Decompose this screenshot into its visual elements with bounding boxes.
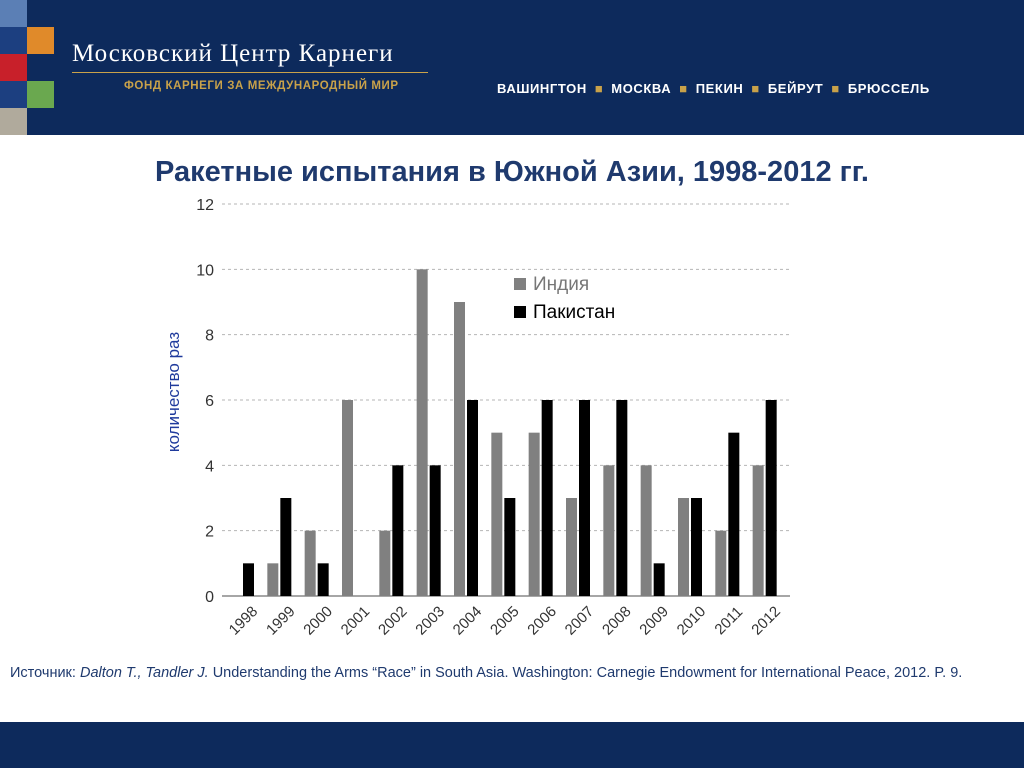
- org-subtitle: ФОНД КАРНЕГИ ЗА МЕЖДУНАРОДНЫЙ МИР: [124, 80, 399, 92]
- bar-Индия-2008: [603, 465, 615, 596]
- x-tick-label: 1999: [263, 603, 299, 639]
- source-note: Источник: Dalton T., Tandler J. Understa…: [10, 663, 1010, 684]
- bar-Индия-2010: [678, 498, 689, 596]
- y-tick-label: 4: [205, 458, 214, 475]
- bar-Пакистан-2012: [765, 400, 777, 596]
- y-axis-label: количество раз: [164, 331, 183, 453]
- bar-Пакистан-1998: [243, 563, 254, 596]
- legend-swatch: [514, 278, 526, 290]
- bar-Пакистан-2000: [317, 563, 329, 596]
- bar-Пакистан-2005: [504, 498, 516, 596]
- bar-Пакистан-2002: [392, 465, 404, 596]
- bar-Пакистан-2007: [579, 400, 590, 596]
- bar-Индия-2011: [715, 530, 727, 596]
- slide-title: Ракетные испытания в Южной Азии, 1998-20…: [155, 156, 869, 188]
- org-title: Московский Центр Карнеги: [72, 40, 394, 67]
- bar-Пакистан-2011: [728, 432, 740, 596]
- x-tick-label: 2008: [599, 603, 635, 639]
- source-text: Understanding the Arms “Race” in South A…: [208, 665, 963, 681]
- y-tick-label: 10: [196, 262, 214, 279]
- bar-Пакистан-1999: [280, 498, 292, 596]
- city-moscow: МОСКВА: [611, 81, 672, 96]
- x-tick-label: 2011: [711, 603, 746, 638]
- bar-Индия-2003: [416, 269, 428, 596]
- city-washington: ВАШИНГТОН: [497, 81, 587, 96]
- y-tick-label: 2: [205, 524, 214, 541]
- x-tick-label: 2005: [487, 603, 523, 639]
- city-beijing: ПЕКИН: [695, 81, 744, 96]
- y-tick-label: 6: [205, 393, 214, 410]
- x-tick-label: 2009: [636, 603, 672, 639]
- bar-Пакистан-2010: [691, 498, 702, 596]
- bar-Индия-2001: [342, 400, 353, 596]
- city-beirut: БЕЙРУТ: [767, 81, 824, 96]
- city-brussels: БРЮССЕЛЬ: [847, 81, 930, 96]
- bar-Пакистан-2009: [653, 563, 665, 596]
- bar-Индия-2000: [304, 530, 316, 596]
- logo-divider: [72, 72, 428, 73]
- bar-Индия-2009: [640, 465, 652, 596]
- x-tick-label: 2006: [524, 603, 560, 639]
- source-authors: Dalton T., Tandler J.: [79, 665, 209, 681]
- y-tick-label: 0: [205, 589, 214, 606]
- x-tick-label: 2004: [450, 603, 486, 639]
- x-tick-label: 2012: [748, 603, 784, 639]
- x-tick-label: 2000: [300, 603, 336, 639]
- legend-label: Индия: [533, 274, 589, 295]
- logo-squares: [0, 0, 56, 135]
- x-tick-label: 1998: [226, 603, 262, 639]
- footer-bar: [0, 722, 1024, 768]
- legend-label: Пакистан: [533, 302, 615, 323]
- y-tick-label: 12: [196, 197, 214, 214]
- x-tick-label: 2003: [412, 603, 448, 639]
- bar-Индия-2004: [454, 302, 465, 596]
- city-list: ВАШИНГТОН ■ МОСКВА ■ ПЕКИН ■ БЕЙРУТ ■ БРЮССЕЛЬ: [497, 81, 930, 96]
- source-prefix: Источник:: [10, 665, 80, 681]
- x-tick-label: 2001: [338, 603, 374, 639]
- bar-Индия-2012: [752, 465, 764, 596]
- bar-Индия-2006: [528, 432, 540, 596]
- bar-Пакистан-2006: [541, 400, 553, 596]
- y-tick-label: 8: [205, 328, 214, 345]
- bar-Индия-1999: [267, 563, 279, 596]
- x-tick-label: 2010: [674, 603, 710, 639]
- bar-Пакистан-2004: [467, 400, 478, 596]
- legend-swatch: [514, 306, 526, 318]
- bar-Индия-2007: [566, 498, 577, 596]
- bar-Пакистан-2003: [429, 465, 441, 596]
- header-banner: Московский Центр Карнеги ФОНД КАРНЕГИ ЗА…: [0, 0, 1024, 135]
- bar-Индия-2002: [379, 530, 391, 596]
- bar-Индия-2005: [491, 432, 503, 596]
- x-tick-label: 2007: [562, 603, 598, 639]
- x-tick-label: 2002: [375, 603, 411, 639]
- bar-Пакистан-2008: [616, 400, 628, 596]
